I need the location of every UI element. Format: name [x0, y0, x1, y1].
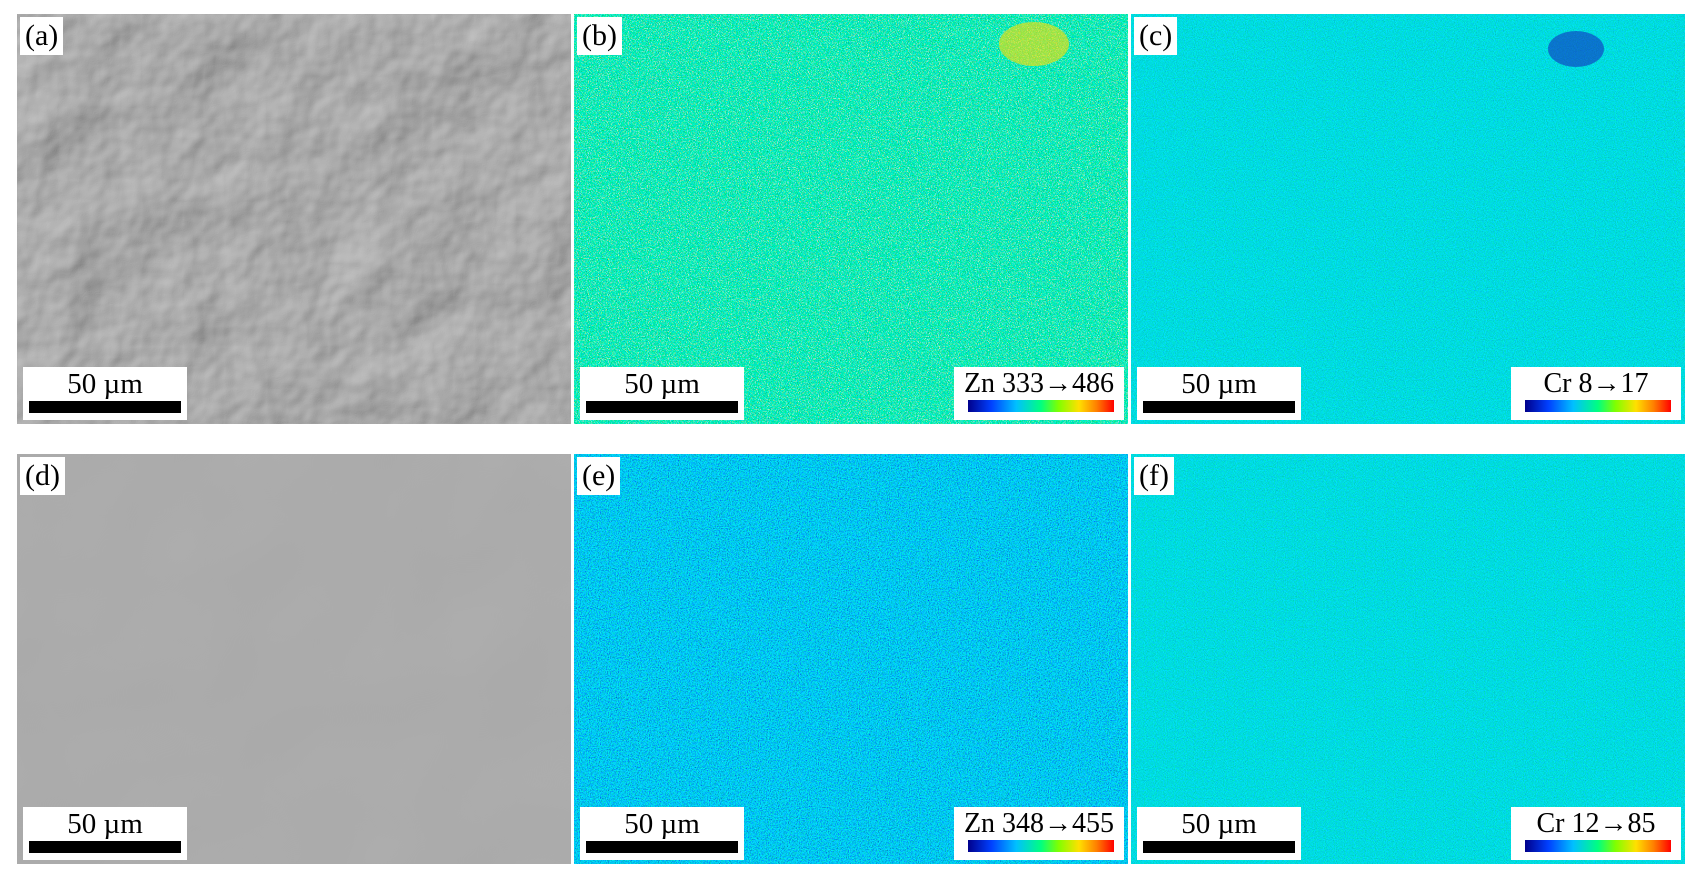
legend-label: Cr 8→17	[1543, 368, 1649, 399]
color-legend: Zn 333→486	[954, 367, 1124, 420]
scale-bar-label: 50 µm	[67, 368, 143, 400]
panel-label: (d)	[20, 457, 65, 495]
color-legend: Cr 12→85	[1511, 807, 1681, 860]
panel-label: (c)	[1134, 17, 1178, 55]
panel-label: (f)	[1134, 457, 1174, 495]
scale-bar-label: 50 µm	[624, 368, 700, 400]
scale-bar-label: 50 µm	[1181, 368, 1257, 400]
panel-b-zn-map: (b) 50 µm Zn 333→486	[574, 14, 1128, 424]
scale-bar: 50 µm	[1137, 807, 1301, 860]
legend-colorbar	[968, 400, 1114, 412]
scale-bar-line	[1143, 401, 1295, 413]
legend-colorbar	[1525, 400, 1671, 412]
scale-bar: 50 µm	[580, 367, 744, 420]
panel-label: (b)	[577, 17, 622, 55]
sem-micrograph-smooth	[17, 454, 571, 864]
sem-micrograph-rough	[17, 14, 571, 424]
cr-elemental-map	[1131, 454, 1685, 864]
panel-e-zn-map: (e) 50 µm Zn 348→455	[574, 454, 1128, 864]
scale-bar-label: 50 µm	[67, 808, 143, 840]
panel-label: (a)	[20, 17, 64, 55]
scale-bar-line	[29, 841, 181, 853]
scale-bar-line	[586, 841, 738, 853]
legend-colorbar	[1525, 840, 1671, 852]
panel-a-sem-image: (a) 50 µm	[17, 14, 571, 424]
scale-bar-line	[1143, 841, 1295, 853]
cr-elemental-map	[1131, 14, 1685, 424]
color-legend: Zn 348→455	[954, 807, 1124, 860]
legend-label: Cr 12→85	[1536, 808, 1656, 839]
panel-f-cr-map: (f) 50 µm Cr 12→85	[1131, 454, 1685, 864]
panel-d-sem-image: (d) 50 µm	[17, 454, 571, 864]
scale-bar-label: 50 µm	[1181, 808, 1257, 840]
scale-bar: 50 µm	[1137, 367, 1301, 420]
color-legend: Cr 8→17	[1511, 367, 1681, 420]
legend-label: Zn 333→486	[963, 368, 1115, 399]
panel-label: (e)	[577, 457, 621, 495]
zn-elemental-map	[574, 14, 1128, 424]
scale-bar-line	[29, 401, 181, 413]
scale-bar-line	[586, 401, 738, 413]
zn-elemental-map	[574, 454, 1128, 864]
legend-colorbar	[968, 840, 1114, 852]
scale-bar-label: 50 µm	[624, 808, 700, 840]
scale-bar: 50 µm	[23, 367, 187, 420]
scale-bar: 50 µm	[23, 807, 187, 860]
legend-label: Zn 348→455	[963, 808, 1115, 839]
scale-bar: 50 µm	[580, 807, 744, 860]
panel-c-cr-map: (c) 50 µm Cr 8→17	[1131, 14, 1685, 424]
